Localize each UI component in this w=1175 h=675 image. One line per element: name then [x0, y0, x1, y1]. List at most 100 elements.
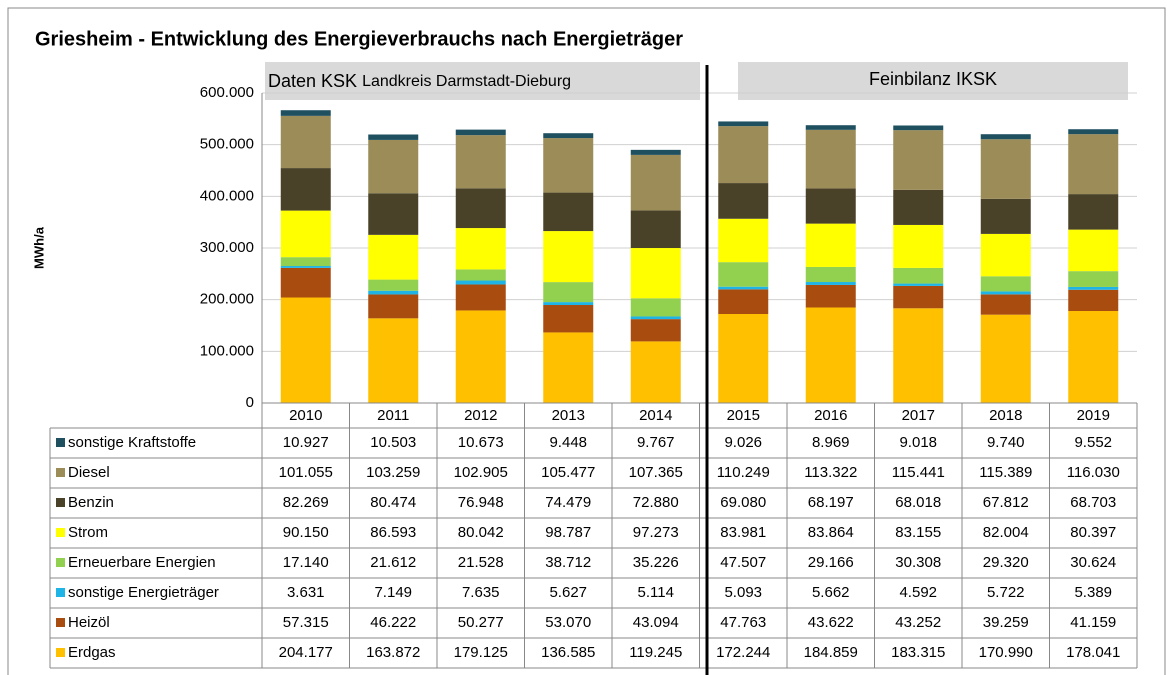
table-cell: 39.259	[983, 614, 1029, 631]
bar-segment	[455, 310, 506, 403]
annotation: Daten KSK	[268, 71, 357, 91]
annotation: Landkreis Darmstadt-Dieburg	[362, 73, 571, 90]
table-cell: 76.948	[458, 494, 504, 511]
bar-segment	[280, 110, 331, 116]
bar-segment	[368, 318, 419, 403]
bar-segment	[280, 115, 331, 169]
table-cell: 30.308	[895, 554, 941, 571]
bar-segment	[543, 138, 594, 193]
y-tick-label: 400.000	[200, 187, 254, 204]
table-cell: 9.448	[549, 434, 587, 451]
bar-segment	[280, 210, 331, 258]
y-tick-label: 600.000	[200, 84, 254, 101]
legend-label: sonstige Energieträger	[68, 584, 219, 601]
table-cell: 43.622	[808, 614, 854, 631]
legend-label: sonstige Kraftstoffe	[68, 434, 196, 451]
table-cell: 183.315	[891, 644, 945, 661]
table-cell: 69.080	[720, 494, 766, 511]
table-cell: 30.624	[1070, 554, 1116, 571]
y-tick-label: 100.000	[200, 342, 254, 359]
bar-segment	[630, 298, 681, 317]
table-cell: 72.880	[633, 494, 679, 511]
table-cell: 10.673	[458, 434, 504, 451]
table-cell: 82.269	[283, 494, 329, 511]
bar-segment	[893, 125, 944, 131]
x-tick-label: 2018	[989, 407, 1022, 424]
x-tick-label: 2010	[289, 407, 322, 424]
table-cell: 68.703	[1070, 494, 1116, 511]
x-tick-label: 2016	[814, 407, 847, 424]
table-cell: 47.763	[720, 614, 766, 631]
table-cell: 105.477	[541, 464, 595, 481]
table-cell: 80.474	[370, 494, 416, 511]
bar-segment	[718, 126, 769, 184]
annotation-box	[265, 62, 700, 100]
table-cell: 83.981	[720, 524, 766, 541]
bar-segment	[893, 224, 944, 268]
bar-segment	[980, 314, 1031, 403]
legend-label: Erneuerbare Energien	[68, 554, 216, 571]
bar-segment	[1068, 271, 1119, 287]
table-cell: 9.552	[1074, 434, 1112, 451]
legend-label: Benzin	[68, 494, 114, 511]
bar-segment	[893, 308, 944, 403]
table-cell: 5.389	[1074, 584, 1112, 601]
bar-segment	[630, 210, 681, 249]
legend-swatch	[56, 498, 65, 507]
bar-segment	[1068, 311, 1119, 403]
bar-segment	[543, 282, 594, 303]
legend-swatch	[56, 648, 65, 657]
table-cell: 29.320	[983, 554, 1029, 571]
table-cell: 119.245	[629, 644, 682, 661]
table-cell: 43.094	[633, 614, 679, 631]
bar-segment	[543, 231, 594, 283]
bar-segment	[280, 168, 331, 211]
bar-segment	[805, 284, 856, 308]
bar-segment	[1068, 286, 1119, 290]
bar-segment	[368, 279, 419, 291]
table-cell: 83.864	[808, 524, 854, 541]
bar-segment	[1068, 129, 1119, 135]
bar-segment	[455, 135, 506, 189]
bar-segment	[280, 267, 331, 298]
table-cell: 5.722	[987, 584, 1025, 601]
table-cell: 113.322	[804, 464, 857, 481]
bar-segment	[893, 189, 944, 225]
annotation: Feinbilanz IKSK	[869, 69, 997, 89]
table-cell: 98.787	[545, 524, 591, 541]
bar-segment	[805, 307, 856, 403]
bar-segment	[718, 286, 769, 290]
bar-segment	[630, 248, 681, 299]
bar-segment	[543, 192, 594, 232]
bar-segment	[718, 121, 769, 127]
annotation-box	[738, 62, 1128, 100]
table-cell: 9.026	[724, 434, 762, 451]
bar-segment	[805, 266, 856, 283]
y-tick-label: 500.000	[200, 136, 254, 153]
bar-segment	[630, 316, 681, 320]
y-tick-label: 0	[246, 394, 254, 411]
legend-label: Heizöl	[68, 614, 110, 631]
legend-swatch	[56, 558, 65, 567]
table-cell: 10.927	[283, 434, 329, 451]
table-cell: 116.030	[1067, 464, 1120, 481]
legend-label: Erdgas	[68, 644, 116, 661]
table-cell: 5.114	[638, 584, 674, 601]
table-cell: 68.018	[895, 494, 941, 511]
table-cell: 4.592	[899, 584, 937, 601]
plot: 0 100.000 200.000 300.000 400.000 500.000 600.…	[49, 84, 1138, 669]
table-cell: 9.740	[987, 434, 1025, 451]
x-tick-label: 2011	[377, 407, 409, 424]
bar-segment	[980, 233, 1031, 277]
bar-segment	[455, 188, 506, 229]
table-cell: 50.277	[458, 614, 504, 631]
bar-segment	[368, 139, 419, 194]
table-cell: 46.222	[370, 614, 416, 631]
table-cell: 7.635	[462, 584, 500, 601]
table-cell: 82.004	[983, 524, 1029, 541]
bar-segment	[718, 289, 769, 315]
table-cell: 86.593	[370, 524, 416, 541]
table-cell: 103.259	[366, 464, 420, 481]
table-cell: 80.397	[1070, 524, 1116, 541]
table-cell: 5.662	[812, 584, 850, 601]
